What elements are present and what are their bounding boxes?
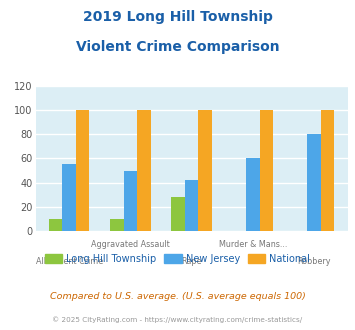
Text: Robbery: Robbery <box>297 257 331 266</box>
Bar <box>137 110 151 231</box>
Bar <box>62 164 76 231</box>
Bar <box>246 158 260 231</box>
Bar <box>49 219 62 231</box>
Bar <box>307 134 321 231</box>
Bar <box>185 180 198 231</box>
Text: © 2025 CityRating.com - https://www.cityrating.com/crime-statistics/: © 2025 CityRating.com - https://www.city… <box>53 317 302 323</box>
Text: Violent Crime Comparison: Violent Crime Comparison <box>76 40 279 53</box>
Text: Rape: Rape <box>181 257 202 266</box>
Bar <box>198 110 212 231</box>
Legend: Long Hill Township, New Jersey, National: Long Hill Township, New Jersey, National <box>41 249 314 267</box>
Bar <box>124 171 137 231</box>
Bar <box>171 197 185 231</box>
Text: Aggravated Assault: Aggravated Assault <box>91 240 170 249</box>
Bar <box>76 110 89 231</box>
Bar <box>321 110 334 231</box>
Text: 2019 Long Hill Township: 2019 Long Hill Township <box>83 10 272 24</box>
Text: Compared to U.S. average. (U.S. average equals 100): Compared to U.S. average. (U.S. average … <box>50 292 305 301</box>
Bar <box>110 219 124 231</box>
Text: All Violent Crime: All Violent Crime <box>36 257 103 266</box>
Bar <box>260 110 273 231</box>
Text: Murder & Mans...: Murder & Mans... <box>219 240 287 249</box>
